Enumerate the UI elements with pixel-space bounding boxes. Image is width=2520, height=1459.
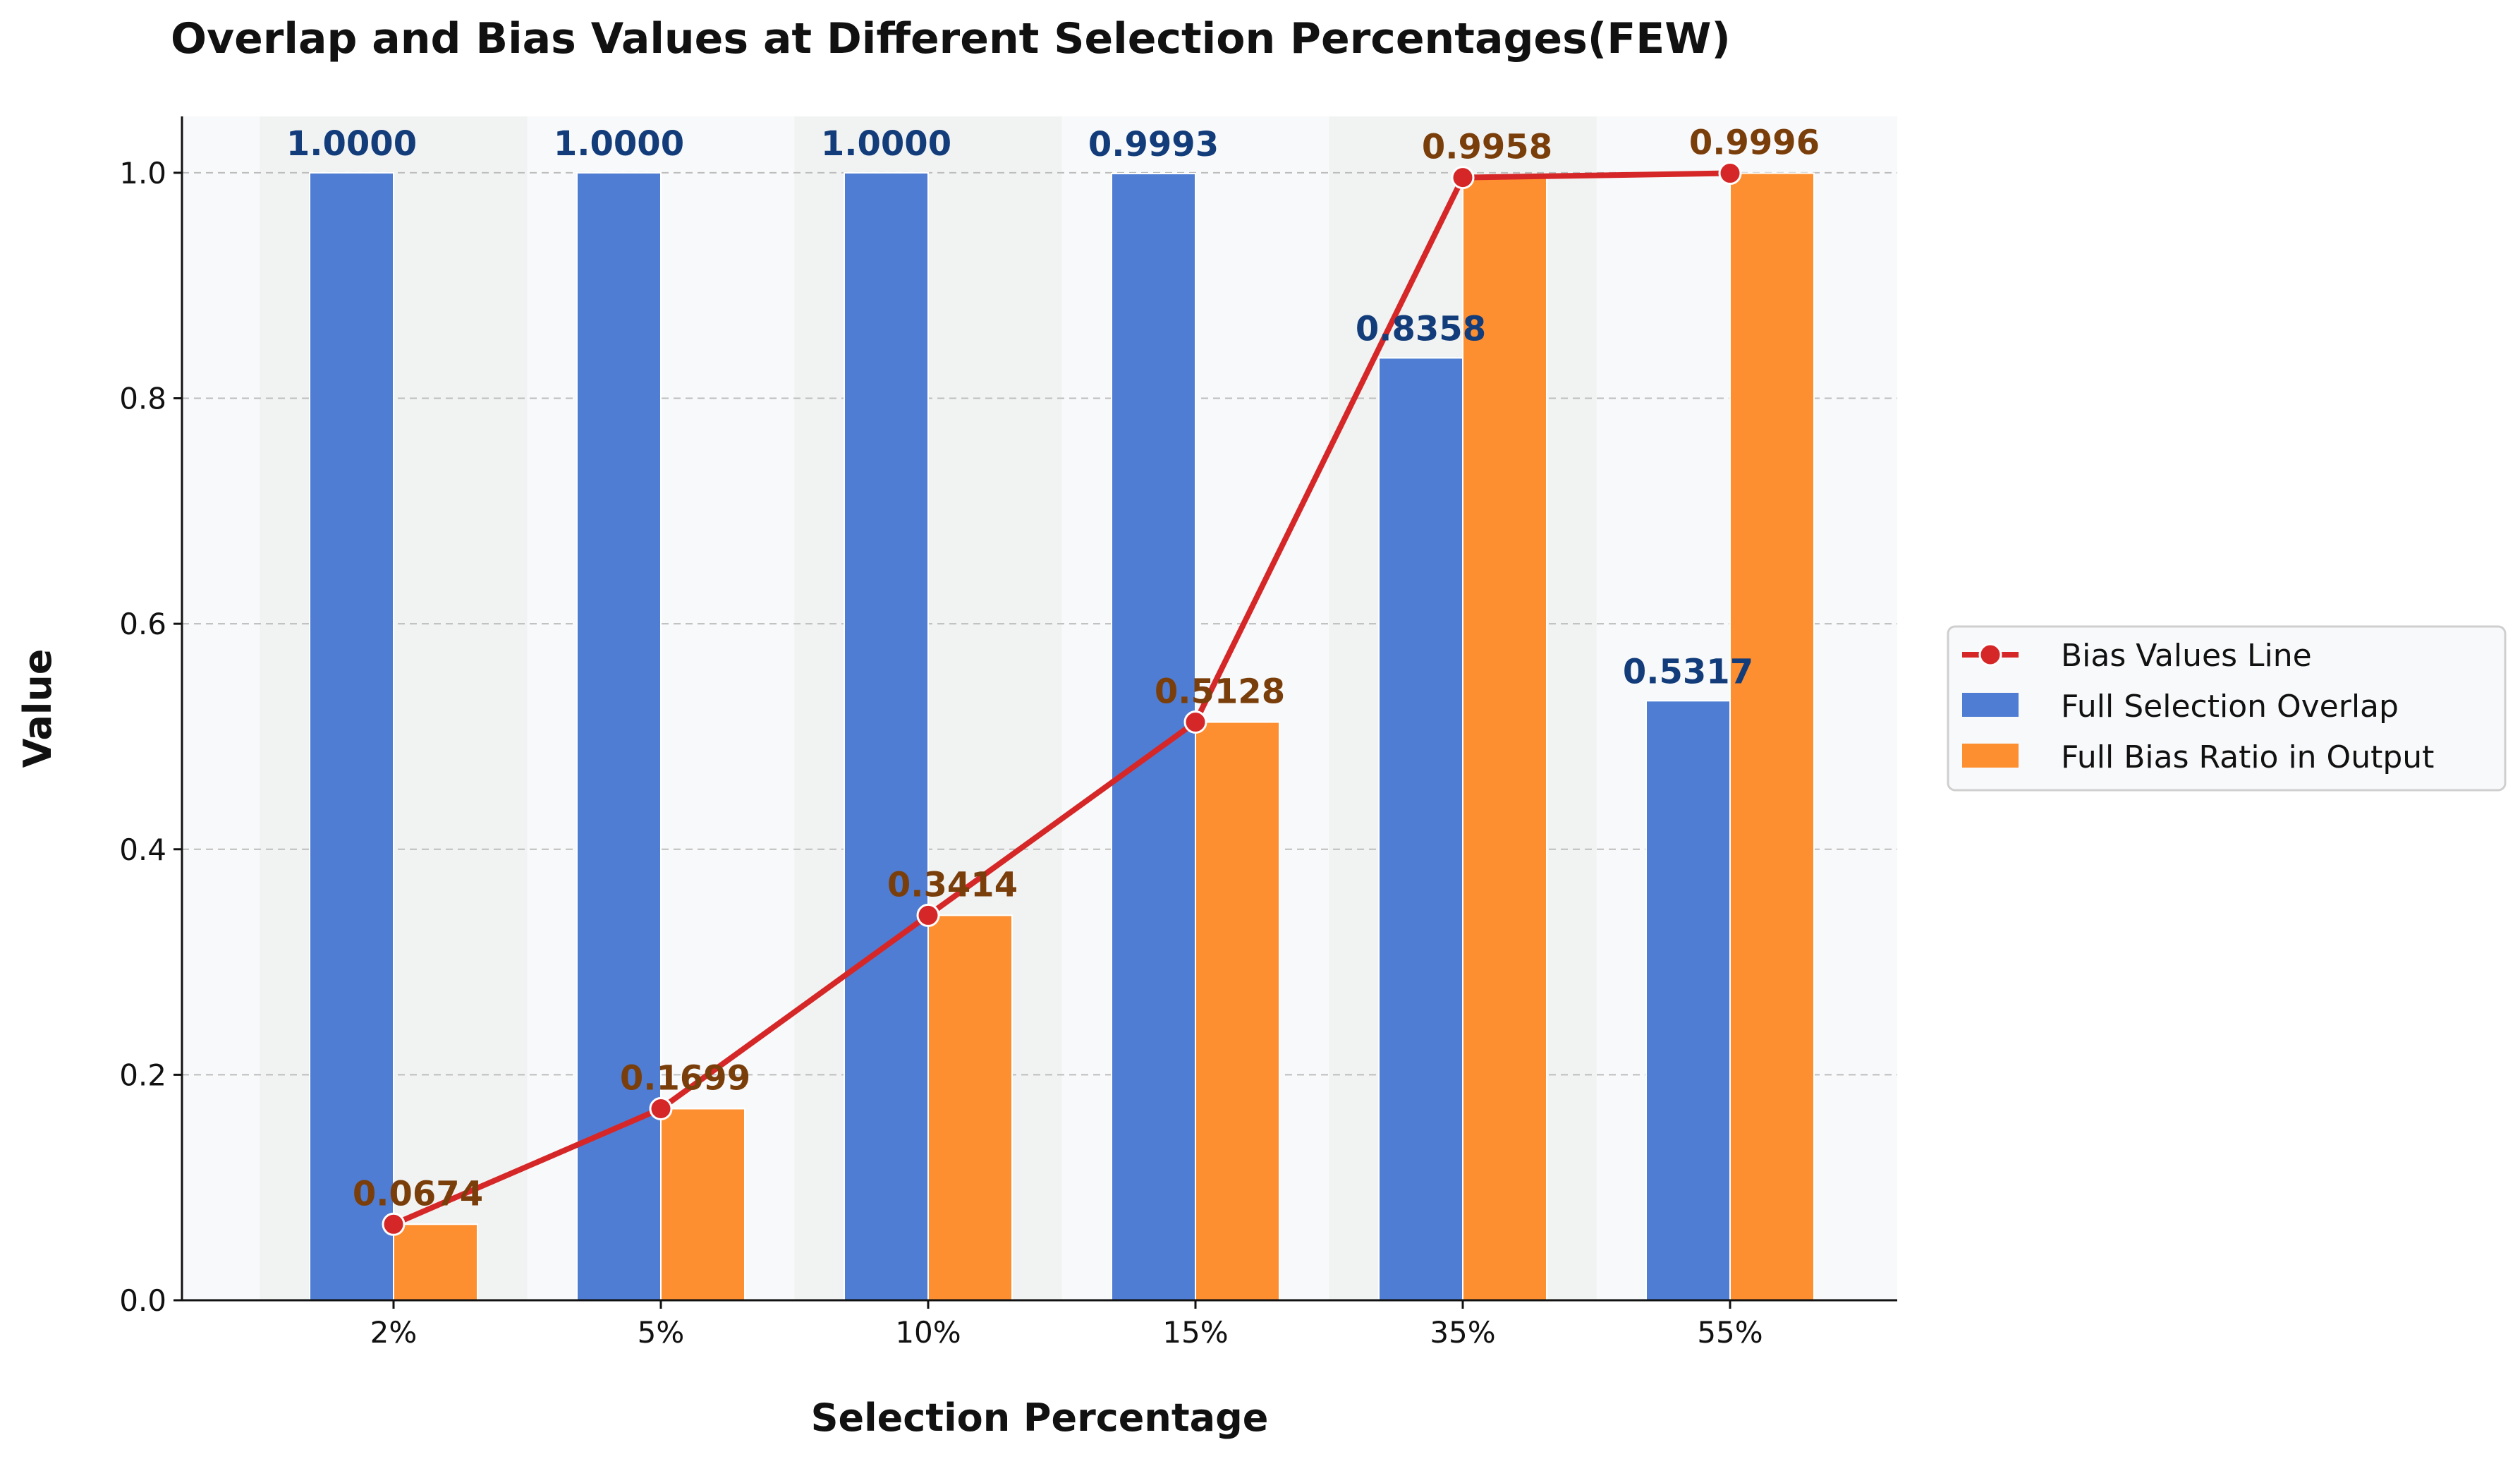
overlap-value-label: 0.9993 [1088, 125, 1219, 164]
overlap-value-label: 1.0000 [554, 124, 684, 164]
category-bands [260, 116, 1864, 1300]
x-tick-label: 35% [1430, 1315, 1495, 1350]
y-tick-label: 0.2 [119, 1058, 166, 1092]
x-tick-label: 2% [370, 1315, 418, 1350]
overlap-value-label: 1.0000 [286, 124, 417, 164]
axes [181, 116, 1897, 1302]
x-tick-label: 55% [1697, 1315, 1763, 1350]
bias-line-point [382, 1212, 406, 1236]
bias-line-point [1451, 166, 1475, 190]
legend-swatch-overlap [1962, 693, 2019, 717]
bar-full-selection-overlap [1645, 700, 1731, 1301]
y-tick-label: 0.6 [119, 607, 166, 641]
bar-full-bias-ratio [1729, 172, 1815, 1302]
y-tick-label: 0.4 [119, 833, 166, 867]
bias-line-point [1718, 162, 1742, 186]
bias-ratio-value-label: 0.1699 [620, 1058, 750, 1098]
x-tick-label: 10% [895, 1315, 961, 1350]
bar-full-bias-ratio [927, 914, 1013, 1301]
bias-values-line [392, 170, 1731, 1227]
bias-ratio-value-label: 0.9958 [1422, 128, 1552, 167]
legend-label-bias-ratio: Full Bias Ratio in Output [2061, 739, 2434, 775]
bar-full-bias-ratio [393, 1223, 478, 1301]
ticks: 0.0 0.2 0.4 0.6 0.8 1.0 2% 5% 10% 15% 35% 55% [119, 156, 1763, 1350]
bias-line-point [916, 903, 940, 927]
bias-line [382, 162, 1742, 1236]
legend-label-overlap: Full Selection Overlap [2061, 689, 2399, 725]
legend-swatch-bias-ratio [1962, 744, 2019, 768]
bias-line-point [649, 1096, 673, 1120]
overlap-value-label: 0.8358 [1356, 309, 1486, 349]
bias-line-point [1183, 710, 1207, 734]
bar-full-bias-ratio [660, 1108, 745, 1302]
legend-line-marker [1978, 643, 2002, 667]
bias-ratio-value-label: 0.5128 [1155, 672, 1285, 711]
data-labels: 1.0000 0.0674 1.0000 0.1699 1.0000 0.3414 0.99… [286, 123, 1820, 1214]
y-tick-label: 0.8 [119, 382, 166, 416]
legend: Bias Values Line Full Selection Overlap … [1947, 625, 2507, 792]
x-axis-label: Selection Percentage [811, 1396, 1269, 1440]
bar-full-selection-overlap [1111, 173, 1196, 1301]
legend-label-bias-line: Bias Values Line [2061, 638, 2312, 674]
y-tick-label: 1.0 [119, 156, 166, 190]
bias-ratio-value-label: 0.0674 [353, 1174, 483, 1213]
chart-title: Overlap and Bias Values at Different Sel… [171, 14, 1731, 63]
bar-full-bias-ratio [1462, 176, 1547, 1301]
x-tick-label: 15% [1162, 1315, 1228, 1350]
bars [309, 171, 1815, 1302]
bias-ratio-value-label: 0.9996 [1689, 123, 1820, 163]
overlap-value-label: 0.5317 [1623, 652, 1753, 691]
bar-full-bias-ratio [1195, 721, 1280, 1301]
y-axis-label: Value [16, 649, 60, 768]
bar-full-selection-overlap [576, 171, 662, 1301]
overlap-value-label: 1.0000 [821, 124, 951, 164]
y-tick-label: 0.0 [119, 1283, 166, 1318]
x-tick-label: 5% [638, 1315, 685, 1350]
bar-full-selection-overlap [1378, 357, 1463, 1301]
bar-full-selection-overlap [844, 171, 929, 1301]
legend-box [1947, 625, 2507, 792]
bias-ratio-value-label: 0.3414 [887, 865, 1018, 904]
bar-full-selection-overlap [309, 171, 394, 1301]
